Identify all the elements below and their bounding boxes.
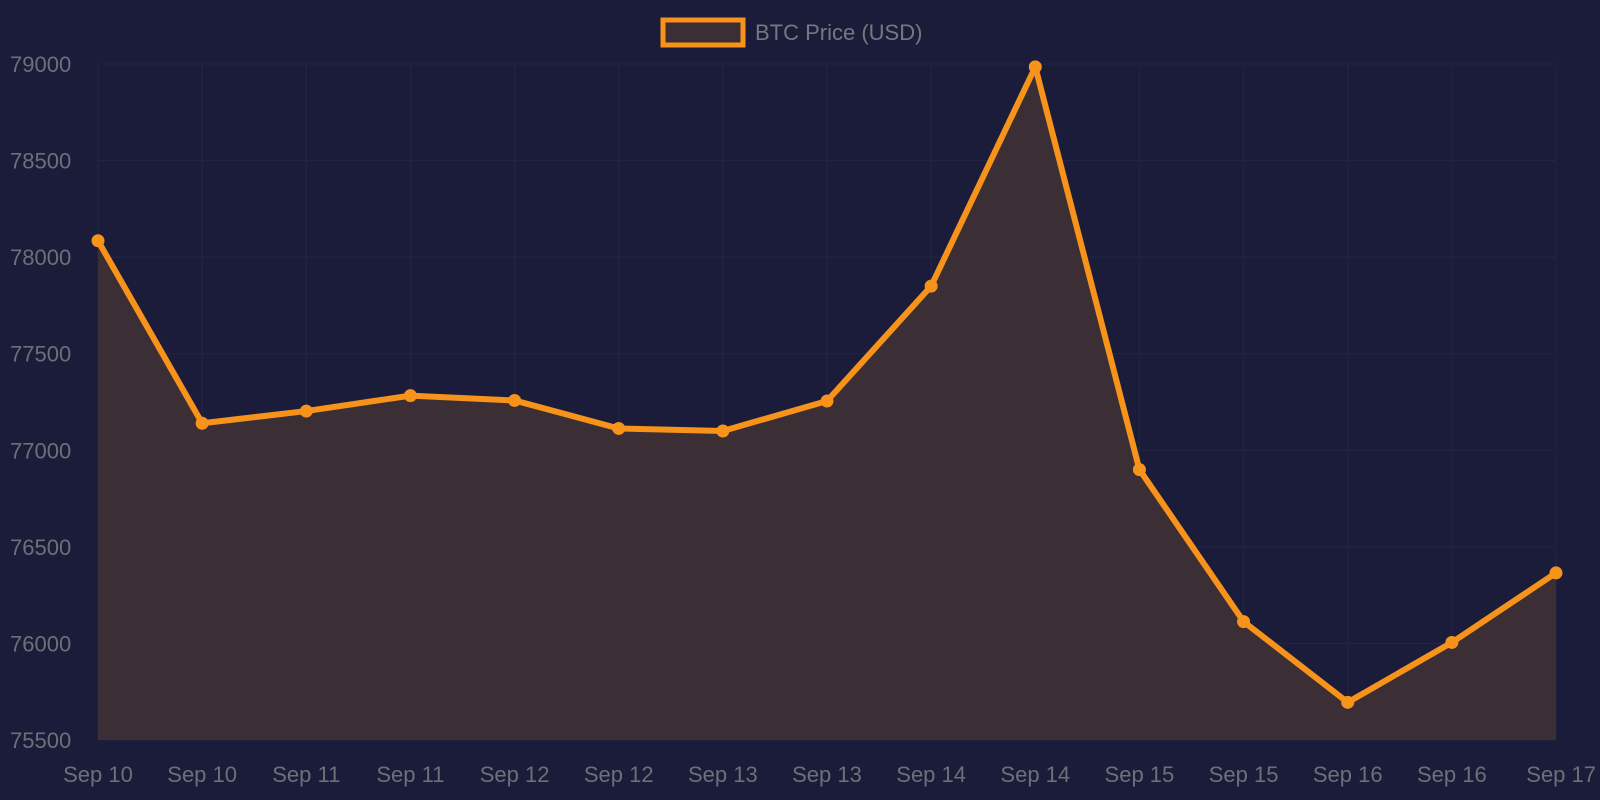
x-tick-label: Sep 15 [1105, 762, 1175, 787]
data-point[interactable] [1341, 695, 1355, 709]
x-tick-label: Sep 11 [376, 762, 444, 787]
data-point[interactable] [1445, 635, 1459, 649]
y-tick-label: 76500 [10, 535, 71, 560]
legend[interactable]: BTC Price (USD) [660, 17, 922, 48]
x-tick-label: Sep 12 [480, 762, 550, 787]
data-point[interactable] [195, 416, 209, 430]
data-point[interactable] [612, 421, 626, 435]
x-tick-label: Sep 13 [792, 762, 862, 787]
x-axis-ticks: Sep 10 Sep 10 Sep 11 Sep 11 Sep 12 Sep 12 Sep … [63, 762, 1596, 787]
y-tick-label: 79000 [10, 52, 71, 77]
data-point[interactable] [403, 389, 417, 403]
x-tick-label: Sep 15 [1209, 762, 1279, 787]
data-point[interactable] [1028, 60, 1042, 74]
data-points [91, 60, 1563, 709]
y-tick-label: 76000 [10, 631, 71, 656]
x-tick-label: Sep 14 [896, 762, 966, 787]
data-point[interactable] [924, 279, 938, 293]
x-tick-label: Sep 17 [1526, 762, 1596, 787]
data-point[interactable] [299, 404, 313, 418]
legend-label-btc-price[interactable]: BTC Price (USD) [755, 20, 922, 45]
y-tick-label: 77000 [10, 438, 71, 463]
x-tick-label: Sep 11 [272, 762, 340, 787]
x-tick-label: Sep 10 [63, 762, 133, 787]
y-axis-ticks: 75500 76000 76500 77000 77500 78000 78500 79000 [10, 52, 71, 753]
x-tick-label: Sep 13 [688, 762, 758, 787]
data-point[interactable] [1132, 463, 1146, 477]
y-tick-label: 77500 [10, 342, 71, 367]
x-tick-label: Sep 14 [1000, 762, 1070, 787]
x-tick-label: Sep 16 [1417, 762, 1487, 787]
y-tick-label: 78000 [10, 245, 71, 270]
y-tick-label: 78500 [10, 149, 71, 174]
x-tick-label: Sep 12 [584, 762, 654, 787]
data-point[interactable] [1549, 566, 1563, 580]
legend-swatch[interactable] [660, 17, 746, 48]
data-point[interactable] [716, 424, 730, 438]
data-point[interactable] [508, 393, 522, 407]
y-tick-label: 75500 [10, 728, 71, 753]
x-tick-label: Sep 16 [1313, 762, 1383, 787]
data-point[interactable] [820, 394, 834, 408]
data-point[interactable] [1237, 615, 1251, 629]
x-tick-label: Sep 10 [167, 762, 237, 787]
data-point[interactable] [91, 234, 105, 248]
